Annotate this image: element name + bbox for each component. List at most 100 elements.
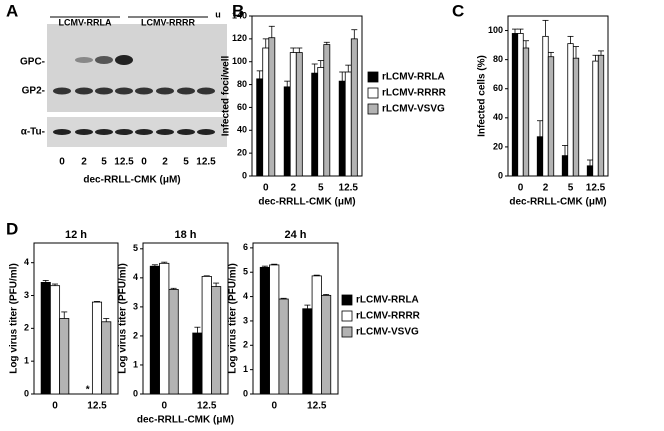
- chart-title: 24 h: [284, 229, 306, 241]
- y-axis-label: Log virus titer (PFU/ml): [118, 263, 129, 374]
- panel-label: B: [232, 1, 244, 20]
- y-tick-label: 3: [133, 301, 138, 311]
- lane-label: 0: [141, 157, 147, 168]
- error-bar: [523, 40, 529, 48]
- plot-frame: [142, 242, 229, 395]
- error-bar: [203, 275, 210, 277]
- y-tick-label: 20: [493, 141, 503, 151]
- plot-frame: [251, 15, 363, 177]
- bar: [317, 67, 325, 177]
- y-tick-label: 1: [243, 364, 248, 374]
- y-axis-label: Infected cells (%): [477, 55, 488, 137]
- x-tick-label: 5: [318, 183, 324, 194]
- band: [115, 55, 133, 65]
- bar: [49, 285, 61, 395]
- legend-label: rLCMV-RRLA: [382, 72, 445, 83]
- group-label: LCMV-RRRR: [141, 17, 195, 27]
- band: [53, 87, 71, 95]
- bar: [311, 275, 322, 395]
- error-bar: [94, 301, 100, 303]
- band: [135, 129, 153, 135]
- error-bar: [548, 51, 554, 57]
- y-tick-label: 4: [243, 291, 248, 301]
- blot-bands: [53, 55, 215, 135]
- bar: [262, 47, 270, 177]
- y-tick-label: 100: [232, 56, 247, 66]
- y-tick-label: 40: [493, 112, 503, 122]
- bar: [283, 86, 291, 177]
- error-bar: [194, 326, 201, 334]
- band-label: GP2-: [22, 86, 45, 97]
- x-tick-label: 0: [271, 401, 277, 412]
- bar: [289, 52, 297, 177]
- error-bar: [317, 60, 324, 68]
- bar: [192, 332, 203, 395]
- y-tick-label: 1: [24, 356, 29, 366]
- y-tick-label: 100: [488, 25, 503, 35]
- bar: [350, 38, 358, 177]
- x-axis-label: dec-RRLL-CMK (μM): [83, 175, 180, 186]
- plot-frame: [33, 242, 119, 395]
- bar: [542, 35, 549, 177]
- y-tick-label: 6: [243, 242, 248, 252]
- y-tick-label: 3: [243, 315, 248, 325]
- band: [75, 57, 93, 63]
- band: [95, 129, 113, 135]
- y-axis-label: Infected foci/well: [221, 55, 232, 136]
- bar: [256, 78, 264, 177]
- bar: [295, 52, 303, 177]
- error-bar: [42, 280, 49, 283]
- y-tick-label: 140: [232, 10, 247, 20]
- bar: [592, 60, 599, 177]
- lane-label: 2: [81, 157, 87, 168]
- error-bar: [345, 64, 352, 72]
- legend-label: rLCMV-VSVG: [356, 327, 419, 338]
- error-bar: [261, 265, 268, 268]
- bar: [522, 47, 530, 177]
- group-label: u: [215, 9, 221, 19]
- lane-label: 5: [101, 157, 107, 168]
- x-tick-label: 5: [568, 183, 574, 194]
- bar: [40, 281, 51, 395]
- plot-frame: [252, 242, 339, 395]
- panel-label: D: [6, 219, 18, 238]
- chart-title: 18 h: [174, 229, 196, 241]
- bar: [323, 44, 331, 177]
- y-tick-label: 2: [24, 323, 29, 333]
- error-bar: [304, 304, 311, 309]
- error-bar: [262, 38, 269, 48]
- error-bar: [339, 71, 346, 82]
- bar: [567, 43, 574, 177]
- bar: [572, 57, 580, 177]
- band: [95, 56, 113, 64]
- y-tick-label: 0: [243, 388, 248, 398]
- band: [177, 87, 195, 95]
- y-tick-label: 120: [232, 33, 247, 43]
- legend-label: rLCMV-VSVG: [382, 104, 445, 115]
- bar: [211, 286, 222, 395]
- legend-label: rLCMV-RRRR: [382, 88, 447, 99]
- y-axis-label: Log virus titer (PFU/ml): [9, 263, 20, 374]
- x-tick-label: 0: [263, 183, 269, 194]
- legend-swatch: [341, 326, 353, 338]
- band: [135, 87, 153, 95]
- error-bar: [562, 145, 568, 156]
- error-bar: [517, 28, 524, 34]
- x-tick-label: 12.5: [307, 401, 327, 412]
- legend-label: rLCMV-RRLA: [356, 295, 419, 306]
- error-bar: [170, 287, 177, 290]
- error-bar: [598, 50, 604, 56]
- bar: [259, 266, 270, 395]
- band: [197, 129, 215, 135]
- blot-membrane: [47, 24, 227, 112]
- y-tick-label: 0: [498, 170, 503, 180]
- plot-frame: [507, 15, 609, 177]
- lane-label: 12.5: [196, 157, 216, 168]
- y-tick-label: 60: [237, 102, 247, 112]
- y-tick-label: 2: [243, 340, 248, 350]
- x-tick-label: 12.5: [339, 183, 359, 194]
- band: [177, 129, 195, 135]
- bar: [302, 308, 313, 395]
- band: [156, 129, 174, 135]
